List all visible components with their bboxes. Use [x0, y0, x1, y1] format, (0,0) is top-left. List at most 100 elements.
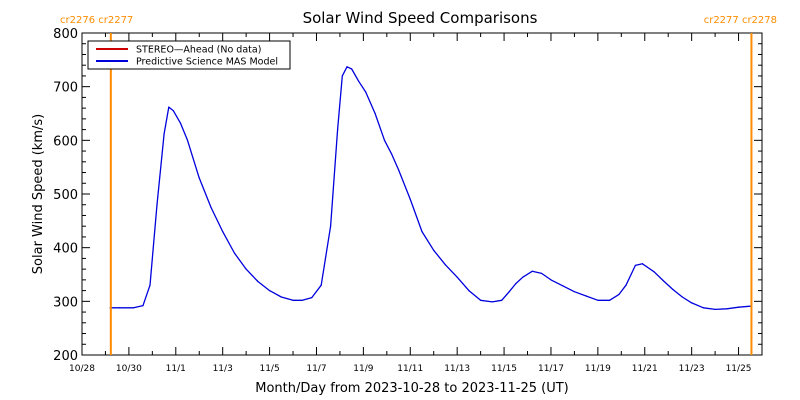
data-point [268, 290, 271, 292]
data-point [351, 68, 353, 70]
data-point [280, 296, 282, 298]
legend-label: Predictive Science MAS Model [136, 57, 278, 68]
data-point [444, 264, 447, 266]
axes: 200 300 400 500 600 700 800 10/28 10/30 11/1 11/3 1… [53, 27, 763, 374]
rotation-marker-label: cr2276 cr2277 [60, 15, 133, 26]
data-point [233, 252, 236, 254]
y-tick-label: 600 [53, 134, 78, 149]
data-point [336, 129, 339, 131]
data-point [433, 249, 435, 251]
x-tick-label: 11/19 [585, 364, 611, 374]
data-point [292, 299, 294, 301]
y-axis-label: Solar Wind Speed (km/s) [31, 114, 46, 274]
data-point [320, 284, 322, 286]
data-point [390, 153, 393, 155]
data-point [358, 80, 360, 82]
x-tick-label: 11/13 [444, 364, 470, 374]
data-point [421, 230, 423, 233]
data-point [585, 295, 587, 297]
data-point [397, 169, 400, 171]
data-point [625, 284, 627, 286]
data-point [608, 299, 611, 301]
y-tick-label: 400 [53, 242, 78, 257]
data-point [634, 264, 636, 266]
data-point [480, 299, 482, 301]
data-point [468, 290, 470, 292]
data-point [641, 263, 644, 265]
x-tick-label: 11/5 [259, 364, 279, 374]
data-point [374, 112, 376, 115]
data-point [702, 307, 704, 309]
data-point [714, 308, 716, 310]
series-line-model [110, 66, 751, 311]
data-point [653, 271, 655, 273]
data-point [672, 288, 674, 291]
plot-frame [81, 32, 763, 356]
data-point [132, 307, 135, 309]
data-point [550, 279, 552, 281]
data-point [257, 280, 259, 283]
data-point [142, 305, 144, 307]
data-point [562, 285, 564, 287]
chart-title: Solar Wind Speed Comparisons [303, 9, 538, 27]
legend-label: STEREO—Ahead (No data) [136, 45, 261, 56]
x-axis-label: Month/Day from 2023-10-28 to 2023-11-25 … [255, 381, 568, 396]
data-point [515, 283, 517, 285]
x-tick-label: 11/11 [397, 364, 423, 374]
data-point [156, 204, 158, 206]
data-point [597, 299, 599, 301]
data-point [198, 177, 200, 179]
x-tick-label: 11/15 [491, 364, 517, 374]
x-tick-label: 11/21 [632, 364, 658, 374]
data-point [681, 296, 683, 298]
data-point [341, 75, 343, 77]
data-point [646, 266, 648, 268]
data-point [245, 268, 247, 270]
rotation-marker-label: cr2277 cr2278 [704, 15, 777, 26]
y-tick-label: 500 [53, 188, 78, 203]
data-point [691, 302, 693, 304]
data-point [329, 225, 332, 227]
x-tick-label: 11/23 [679, 364, 705, 374]
data-point [149, 284, 151, 286]
data-point [172, 110, 175, 112]
data-point [737, 306, 740, 308]
x-tick-label: 11/7 [306, 364, 326, 374]
data-point [501, 299, 503, 301]
data-point [365, 91, 367, 93]
data-point [409, 198, 411, 200]
data-point [210, 206, 212, 209]
y-tick-label: 200 [53, 349, 78, 364]
data-point [118, 307, 121, 309]
data-point [222, 230, 224, 233]
data-point [301, 299, 304, 301]
x-tick-label: 11/25 [726, 364, 752, 374]
data-point [662, 280, 665, 282]
x-tick-label: 10/30 [116, 364, 142, 374]
data-point [531, 270, 533, 272]
legend-box [87, 40, 291, 70]
data-point [168, 106, 170, 108]
data-layer [109, 66, 751, 311]
y-tick-label: 300 [53, 295, 78, 310]
data-point [491, 301, 493, 303]
data-point [311, 296, 313, 299]
x-tick-label: 11/17 [538, 364, 564, 374]
y-tick-label: 700 [53, 81, 78, 96]
data-point [163, 133, 165, 135]
x-tick-label: 11/1 [166, 364, 186, 374]
data-point [456, 276, 458, 278]
data-point [573, 291, 576, 293]
data-point [522, 276, 524, 278]
legend: STEREO—Ahead (No data)Predictive Science… [87, 40, 291, 70]
data-point [618, 293, 620, 295]
data-point [179, 122, 182, 124]
data-point [346, 66, 348, 68]
y-tick-label: 800 [53, 27, 78, 42]
rotation-markers: cr2276 cr2277 cr2277 cr2278 [60, 15, 777, 355]
data-point [540, 272, 543, 275]
data-point [726, 308, 728, 310]
x-tick-label: 10/28 [69, 364, 95, 374]
x-tick-label: 11/3 [213, 364, 233, 374]
